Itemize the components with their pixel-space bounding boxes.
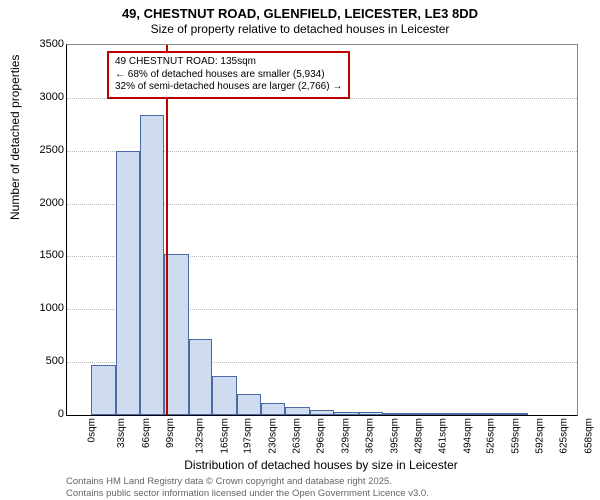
x-tick-label: 66sqm (141, 418, 152, 448)
histogram-bar (261, 403, 285, 415)
x-tick-label: 263sqm (292, 418, 303, 454)
y-tick-label: 1000 (24, 302, 64, 314)
title-line-1: 49, CHESTNUT ROAD, GLENFIELD, LEICESTER,… (0, 0, 600, 21)
x-tick-label: 296sqm (316, 418, 327, 454)
histogram-bar (407, 413, 431, 415)
x-tick-label: 428sqm (413, 418, 424, 454)
y-tick-label: 500 (24, 355, 64, 367)
y-tick-label: 1500 (24, 249, 64, 261)
x-axis-label: Distribution of detached houses by size … (66, 458, 576, 472)
x-tick-label: 658sqm (583, 418, 594, 454)
histogram-bar (455, 413, 479, 415)
histogram-bar (91, 365, 115, 415)
x-tick-label: 33sqm (116, 418, 127, 448)
y-tick-label: 2000 (24, 197, 64, 209)
histogram-bar (212, 376, 236, 415)
x-tick-label: 99sqm (165, 418, 176, 448)
y-tick-label: 3500 (24, 38, 64, 50)
x-tick-label: 494sqm (462, 418, 473, 454)
histogram-bar (285, 407, 309, 415)
x-tick-label: 197sqm (243, 418, 254, 454)
footer-licence: Contains public sector information licen… (66, 488, 429, 499)
x-tick-label: 165sqm (219, 418, 230, 454)
y-tick-label: 2500 (24, 144, 64, 156)
footer-copyright: Contains HM Land Registry data © Crown c… (66, 476, 392, 487)
callout-line: 32% of semi-detached houses are larger (… (115, 81, 342, 94)
histogram-bar (480, 413, 504, 415)
x-tick-label: 132sqm (195, 418, 206, 454)
histogram-bar (237, 394, 261, 415)
histogram-bar (504, 413, 528, 415)
callout-line: 49 CHESTNUT ROAD: 135sqm (115, 56, 342, 69)
histogram-bar (432, 413, 456, 415)
x-tick-label: 526sqm (486, 418, 497, 454)
x-tick-label: 0sqm (86, 418, 97, 442)
x-tick-label: 230sqm (267, 418, 278, 454)
y-tick-label: 0 (24, 408, 64, 420)
histogram-bar (164, 254, 188, 415)
histogram-bar (116, 151, 140, 415)
title-line-2: Size of property relative to detached ho… (0, 21, 600, 36)
histogram-bar (189, 339, 213, 415)
plot-area: 49 CHESTNUT ROAD: 135sqm← 68% of detache… (66, 44, 578, 416)
x-tick-label: 461sqm (438, 418, 449, 454)
chart-container: 49, CHESTNUT ROAD, GLENFIELD, LEICESTER,… (0, 0, 600, 500)
callout-line: ← 68% of detached houses are smaller (5,… (115, 69, 342, 82)
histogram-bar (310, 410, 334, 415)
x-tick-label: 625sqm (559, 418, 570, 454)
x-tick-label: 592sqm (535, 418, 546, 454)
x-tick-label: 329sqm (340, 418, 351, 454)
histogram-bar (359, 412, 383, 415)
histogram-bar (140, 115, 164, 415)
y-tick-label: 3000 (24, 91, 64, 103)
histogram-bar (383, 413, 407, 415)
x-tick-label: 362sqm (365, 418, 376, 454)
marker-line (166, 45, 168, 415)
x-tick-label: 395sqm (389, 418, 400, 454)
y-axis-label: Number of detached properties (8, 55, 22, 220)
x-tick-label: 559sqm (510, 418, 521, 454)
histogram-bar (334, 412, 358, 415)
callout-box: 49 CHESTNUT ROAD: 135sqm← 68% of detache… (107, 51, 350, 99)
